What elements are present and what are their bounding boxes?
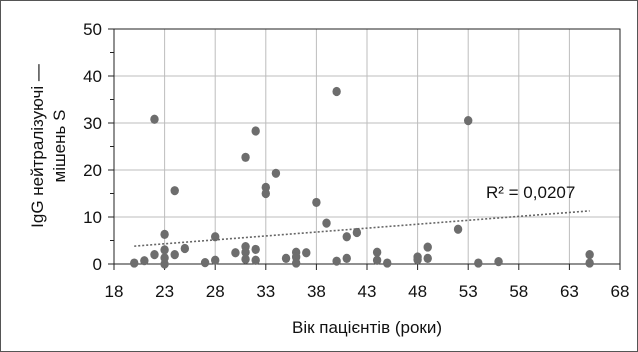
data-point	[383, 258, 392, 268]
axis-ticks	[108, 28, 621, 270]
data-point	[423, 242, 432, 252]
y-tick-labels: 0 10 20 30 40 50	[83, 20, 102, 274]
x-axis-label: Вік пацієнтів (роки)	[292, 318, 442, 337]
r-squared-annotation: R² = 0,0207	[486, 183, 575, 202]
data-point	[453, 224, 463, 234]
data-point	[170, 250, 179, 260]
y-axis-label-line-1: IgG нейтралізуючі —	[28, 64, 47, 228]
data-point	[160, 245, 169, 255]
data-point	[241, 254, 250, 264]
data-point	[464, 116, 473, 126]
data-point	[130, 258, 139, 268]
x-tick-label: 18	[105, 282, 124, 301]
data-point	[332, 86, 341, 97]
y-tick-label: 20	[83, 161, 102, 180]
x-tick-label: 43	[358, 282, 377, 301]
data-point	[332, 256, 341, 266]
data-point	[211, 232, 220, 242]
data-point	[211, 255, 220, 265]
data-point	[180, 243, 190, 254]
data-point	[352, 227, 362, 238]
x-tick-label: 68	[611, 282, 630, 301]
data-point	[241, 247, 250, 257]
x-tick-labels: 18 23 28 33 38 43 48 53 58 63 68	[105, 282, 630, 301]
data-point	[150, 250, 159, 260]
data-point	[312, 197, 321, 208]
trendline	[134, 210, 590, 247]
data-point	[342, 232, 351, 242]
data-point	[160, 259, 169, 269]
data-point	[150, 114, 159, 124]
x-tick-label: 38	[307, 282, 326, 301]
data-point	[200, 257, 210, 268]
x-tick-label: 58	[509, 282, 528, 301]
x-tick-label: 33	[256, 282, 275, 301]
data-point	[231, 248, 240, 258]
data-point	[342, 253, 351, 263]
y-tick-label: 0	[93, 255, 102, 274]
data-point	[302, 248, 311, 258]
y-tick-label: 40	[83, 67, 102, 86]
data-point	[251, 255, 260, 265]
y-tick-label: 10	[83, 208, 102, 227]
data-point	[140, 256, 149, 266]
x-tick-label: 63	[560, 282, 579, 301]
y-tick-label: 30	[83, 114, 102, 133]
data-point	[585, 258, 594, 268]
y-axis-label-line-2: мішень S	[50, 110, 69, 183]
data-point	[291, 258, 301, 268]
y-axis-label: IgG нейтралізуючі — мішень S	[28, 64, 69, 228]
data-point	[261, 188, 270, 199]
data-point	[423, 253, 432, 263]
data-point	[271, 168, 281, 178]
data-point	[170, 186, 179, 196]
data-point	[585, 250, 594, 260]
x-tick-label: 48	[408, 282, 427, 301]
data-point	[413, 255, 422, 265]
x-tick-label: 28	[206, 282, 225, 301]
data-point	[160, 229, 169, 239]
data-point	[251, 126, 260, 136]
data-point	[322, 218, 331, 228]
y-tick-label: 50	[83, 20, 102, 39]
data-point	[474, 258, 483, 268]
data-point	[251, 244, 260, 255]
data-point	[494, 257, 503, 267]
x-tick-label: 23	[155, 282, 174, 301]
data-point	[372, 255, 382, 265]
data-point	[372, 247, 382, 257]
data-points	[130, 86, 594, 269]
x-tick-label: 53	[459, 282, 478, 301]
data-point	[241, 152, 250, 162]
data-point	[281, 253, 291, 263]
